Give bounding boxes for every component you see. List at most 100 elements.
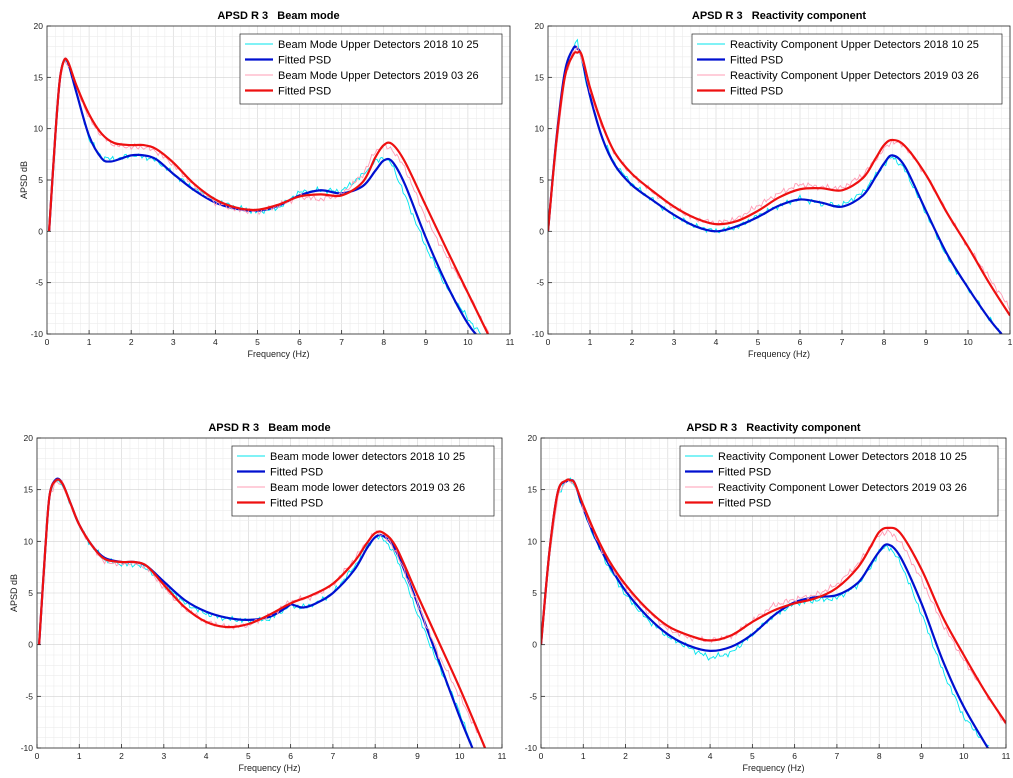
x-tick-label: 0 [539, 751, 544, 761]
x-tick-label: 10 [959, 751, 969, 761]
y-tick-label: -10 [21, 743, 34, 753]
legend-entry: Beam mode lower detectors 2018 10 25 [270, 451, 465, 463]
x-axis-label: Frequency (Hz) [748, 349, 810, 359]
chart-panel-2: 0 1 2 3 4 5 6 7 8 9 10 1 -10 -5 0 5 10 15 20 APSD R 3 React… [532, 10, 1013, 359]
legend-entry: Beam Mode Upper Detectors 2018 10 25 [278, 39, 479, 51]
x-tick-label: 0 [35, 751, 40, 761]
legend-entry: Reactivity Component Upper Detectors 201… [730, 70, 979, 82]
y-tick-label: 20 [34, 21, 44, 31]
legend-entry: Fitted PSD [278, 55, 331, 67]
y-tick-label: 10 [34, 124, 44, 134]
legend-entry: Fitted PSD [718, 498, 771, 510]
y-tick-label: -5 [536, 278, 544, 288]
x-tick-label: 1 [77, 751, 82, 761]
x-tick-label: 3 [161, 751, 166, 761]
x-tick-label: 8 [381, 337, 386, 347]
x-tick-label: 9 [423, 337, 428, 347]
series-line-4 [541, 478, 1006, 724]
x-tick-label: 8 [877, 751, 882, 761]
legend: Reactivity Component Upper Detectors 201… [691, 33, 1003, 105]
x-axis-label: Frequency (Hz) [238, 763, 300, 773]
y-tick-label: 0 [532, 640, 537, 650]
x-tick-label: 3 [171, 337, 176, 347]
x-tick-label: 3 [665, 751, 670, 761]
legend: Reactivity Component Lower Detectors 201… [679, 445, 999, 517]
series-line-4 [48, 57, 490, 334]
legend-entry: Fitted PSD [270, 498, 323, 510]
legend-entry: Fitted PSD [730, 55, 783, 67]
legend-entry: Reactivity Component Upper Detectors 201… [730, 39, 979, 51]
series-line-2 [48, 57, 478, 334]
legend-entry: Reactivity Component Lower Detectors 201… [718, 482, 967, 494]
x-tick-label: 7 [339, 337, 344, 347]
series-group [38, 477, 487, 748]
chart-title: APSD R 3 Reactivity component [686, 422, 861, 434]
x-tick-label: 11 [498, 751, 507, 761]
y-tick-label: 15 [34, 72, 44, 82]
y-axis-label: APSD dB [9, 574, 19, 612]
x-tick-label: 1 [581, 751, 586, 761]
y-tick-label: -5 [25, 691, 33, 701]
legend-entry: Beam mode lower detectors 2019 03 26 [270, 482, 465, 494]
legend-box [239, 33, 503, 105]
x-axis-label: Frequency (Hz) [742, 763, 804, 773]
y-tick-label: 5 [28, 588, 33, 598]
legend-entry: Fitted PSD [270, 467, 323, 479]
chart-panel-1: 0 1 2 3 4 5 6 7 8 9 10 11 -10 -5 0 5 10 15 20 APSD R 3 Beam… [19, 10, 515, 359]
chart-title: APSD R 3 Beam mode [208, 422, 330, 434]
chart-panel-3: 0 1 2 3 4 5 6 7 8 9 10 11 -10 -5 0 5 10 15 20 APSD R 3 Beam… [9, 422, 507, 773]
x-tick-label: 4 [213, 337, 218, 347]
series-line-4 [548, 50, 1010, 317]
x-tick-label: 2 [129, 337, 134, 347]
x-tick-label: 2 [119, 751, 124, 761]
legend-box [231, 445, 495, 517]
legend-entry: Fitted PSD [278, 86, 331, 98]
y-tick-label: -10 [525, 743, 538, 753]
y-tick-label: 0 [38, 226, 43, 236]
x-tick-label: 10 [963, 337, 973, 347]
y-tick-label: 20 [535, 21, 545, 31]
chart-panel-4: 0 1 2 3 4 5 6 7 8 9 10 11 -10 -5 0 5 10 15 20 APSD R 3 Reac… [525, 422, 1011, 773]
legend-box [679, 445, 999, 517]
legend-entry: Beam Mode Upper Detectors 2019 03 26 [278, 70, 479, 82]
y-tick-label: 5 [532, 588, 537, 598]
x-tick-label: 5 [756, 337, 761, 347]
y-tick-label: -5 [35, 278, 43, 288]
x-tick-label: 6 [297, 337, 302, 347]
x-tick-label: 5 [750, 751, 755, 761]
x-tick-label: 1 [87, 337, 92, 347]
legend-entry: Fitted PSD [730, 86, 783, 98]
x-tick-label: 8 [882, 337, 887, 347]
x-tick-label: 4 [204, 751, 209, 761]
y-tick-label: 15 [535, 72, 545, 82]
x-tick-label: 6 [288, 751, 293, 761]
x-tick-label: 1 [1008, 337, 1013, 347]
series-group [48, 57, 490, 334]
x-tick-label: 5 [246, 751, 251, 761]
chart-title: APSD R 3 Beam mode [217, 10, 339, 22]
legend: Beam mode lower detectors 2018 10 25 Fitt… [231, 445, 495, 517]
y-tick-label: 5 [38, 175, 43, 185]
x-tick-label: 9 [924, 337, 929, 347]
series-group [541, 477, 1006, 748]
y-tick-label: -10 [31, 329, 44, 339]
y-tick-label: 10 [535, 124, 545, 134]
y-tick-label: 0 [539, 226, 544, 236]
y-tick-label: 5 [539, 175, 544, 185]
x-tick-label: 11 [1002, 751, 1011, 761]
legend-entry: Fitted PSD [718, 467, 771, 479]
y-tick-label: -5 [529, 691, 537, 701]
x-tick-label: 10 [463, 337, 473, 347]
x-tick-label: 7 [331, 751, 336, 761]
x-tick-label: 7 [840, 337, 845, 347]
x-tick-label: 10 [455, 751, 465, 761]
y-tick-label: 15 [528, 485, 538, 495]
y-tick-label: 20 [528, 433, 538, 443]
series-group [548, 38, 1010, 334]
legend-entry: Reactivity Component Lower Detectors 201… [718, 451, 967, 463]
y-axis-label: APSD dB [19, 161, 29, 199]
legend: Beam Mode Upper Detectors 2018 10 25 Fitt… [239, 33, 503, 105]
y-tick-label: 10 [24, 536, 34, 546]
legend-box [691, 33, 1003, 105]
